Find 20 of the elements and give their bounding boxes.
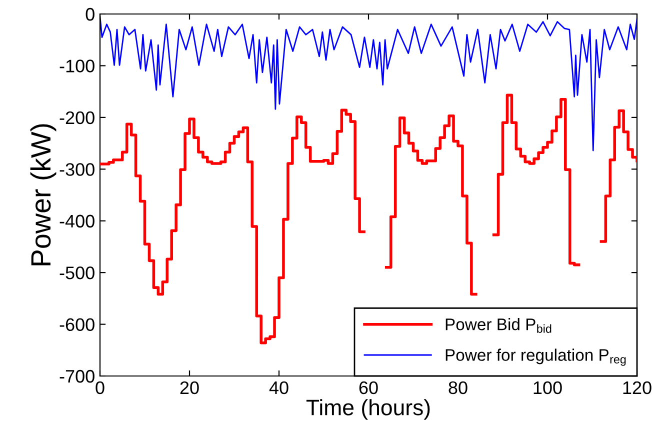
y-tick-label: -100 <box>60 60 94 72</box>
y-tick-label: -700 <box>60 370 94 383</box>
y-tick-label: -200 <box>60 111 94 124</box>
x-tick-label: 20 <box>180 381 199 394</box>
x-tick-label: 80 <box>448 381 468 394</box>
x-axis-title: Time (hours) <box>306 399 430 420</box>
y-tick-label: -300 <box>60 163 94 176</box>
x-tick-label: 100 <box>534 381 562 394</box>
x-tick-label: 0 <box>96 381 104 394</box>
legend-label: Power Bid P$_{bid}$ <box>446 318 552 333</box>
x-tick-label: 40 <box>269 381 288 394</box>
y-tick-label: -400 <box>60 214 94 228</box>
x-tick-label: 120 <box>623 381 652 394</box>
line-series <box>100 16 637 152</box>
y-tick-label: -500 <box>60 266 94 280</box>
y-axis-title: Power (kW) <box>30 124 56 266</box>
x-tick-label: 60 <box>359 381 378 394</box>
legend-label: Power for regulation P$_{reg}$ <box>446 348 626 366</box>
y-tick-label: -600 <box>60 318 94 332</box>
y-tick-label: 0 <box>86 8 94 21</box>
